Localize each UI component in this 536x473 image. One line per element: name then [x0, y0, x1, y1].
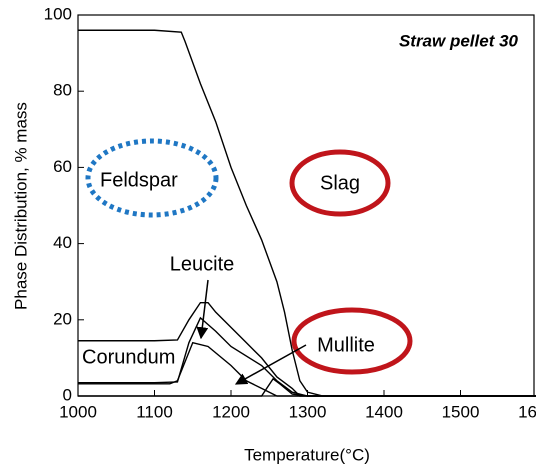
series-line [78, 316, 536, 397]
leucite-arrow [196, 279, 209, 340]
y-tick-label: 20 [53, 309, 72, 328]
y-tick-label: 80 [53, 81, 72, 100]
feldspar-ellipse [85, 138, 219, 218]
y-tick-label: 40 [53, 233, 72, 252]
y-tick-label: 60 [53, 157, 72, 176]
series-line [78, 301, 536, 397]
x-tick-label: 1300 [289, 402, 327, 421]
series-line [78, 29, 536, 397]
chart-title: Straw pellet 30 [399, 31, 519, 50]
y-tick-label: 100 [44, 4, 72, 23]
mullite-arrow [234, 344, 307, 385]
annotation: Feldspar [100, 169, 178, 191]
annotation: Leucite [170, 253, 235, 275]
x-tick-label: 1600 [518, 402, 536, 421]
annotation: Corundum [82, 346, 175, 368]
x-tick-label: 1100 [136, 402, 173, 421]
slag-ellipse [289, 149, 391, 217]
y-tick-label: 0 [63, 385, 72, 404]
x-tick-label: 1400 [365, 402, 403, 421]
x-tick-label: 1000 [59, 402, 97, 421]
x-axis-label: Temperature(°C) [244, 445, 370, 464]
x-tick-label: 1200 [212, 402, 250, 421]
series-line [78, 341, 536, 397]
y-axis-label: Phase Distribution, % mass [11, 102, 30, 310]
x-tick-label: 1500 [442, 402, 480, 421]
annotation: Mullite [317, 334, 375, 356]
annotation: Slag [320, 172, 360, 194]
mullite-ellipse [291, 307, 413, 375]
series-line [78, 377, 536, 397]
